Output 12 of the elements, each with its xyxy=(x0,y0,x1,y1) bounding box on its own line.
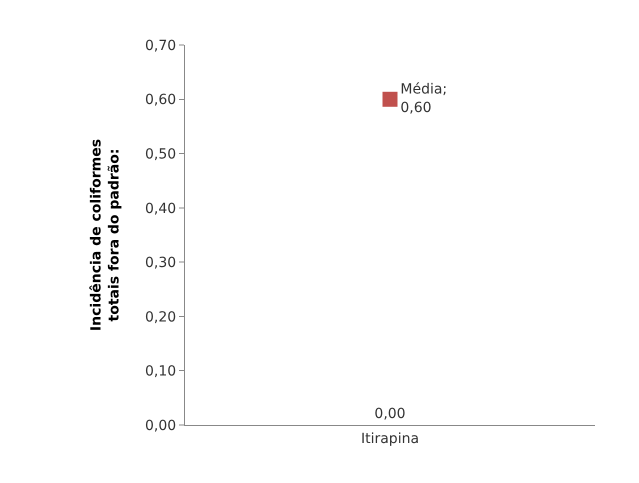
x-tick-label: Itirapina xyxy=(360,430,420,447)
y-tick-label: 0,70 xyxy=(145,38,176,54)
data-label: Média; 0,60 xyxy=(400,82,448,116)
y-tick-label: 0,00 xyxy=(145,418,176,434)
y-tick-label: 0,40 xyxy=(145,200,176,217)
y-tick-label: 0,60 xyxy=(145,92,176,108)
y-tick-label: 0,20 xyxy=(145,309,176,326)
y-axis-title: Incidência de coliformes totais fora do padrão: xyxy=(88,138,123,332)
y-tick-label: 0,30 xyxy=(145,255,176,272)
data-label: 0,00 xyxy=(374,406,406,422)
y-tick-label: 0,50 xyxy=(145,146,176,162)
y-tick-label: 0,10 xyxy=(145,364,176,380)
